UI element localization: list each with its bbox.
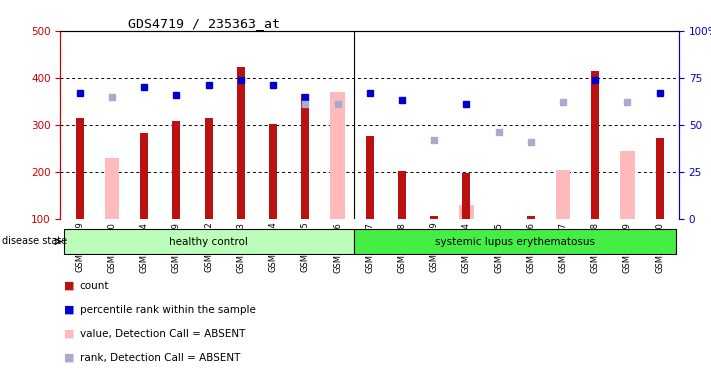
Text: systemic lupus erythematosus: systemic lupus erythematosus xyxy=(434,237,594,247)
Bar xyxy=(140,133,148,219)
Text: ■: ■ xyxy=(64,353,75,362)
Bar xyxy=(556,170,570,219)
Bar xyxy=(269,124,277,219)
Bar xyxy=(237,68,245,219)
Text: value, Detection Call = ABSENT: value, Detection Call = ABSENT xyxy=(80,329,245,339)
Bar xyxy=(462,173,471,219)
Text: ■: ■ xyxy=(64,329,75,339)
Bar xyxy=(353,229,675,254)
Bar xyxy=(330,92,345,219)
Bar xyxy=(205,118,213,219)
Text: disease state: disease state xyxy=(2,236,68,246)
Text: ■: ■ xyxy=(64,281,75,291)
Bar xyxy=(398,171,406,219)
Bar xyxy=(656,138,663,219)
Text: count: count xyxy=(80,281,109,291)
Bar xyxy=(527,215,535,219)
Bar xyxy=(430,215,438,219)
Bar xyxy=(365,136,374,219)
Bar xyxy=(459,205,474,219)
Text: rank, Detection Call = ABSENT: rank, Detection Call = ABSENT xyxy=(80,353,240,362)
Text: percentile rank within the sample: percentile rank within the sample xyxy=(80,305,255,315)
Text: ■: ■ xyxy=(64,305,75,315)
Bar xyxy=(173,121,181,219)
Bar xyxy=(301,94,309,219)
Bar xyxy=(64,229,353,254)
Bar xyxy=(620,151,635,219)
Bar xyxy=(76,118,84,219)
Text: GDS4719 / 235363_at: GDS4719 / 235363_at xyxy=(128,17,280,30)
Bar xyxy=(592,71,599,219)
Bar xyxy=(105,158,119,219)
Text: healthy control: healthy control xyxy=(169,237,248,247)
